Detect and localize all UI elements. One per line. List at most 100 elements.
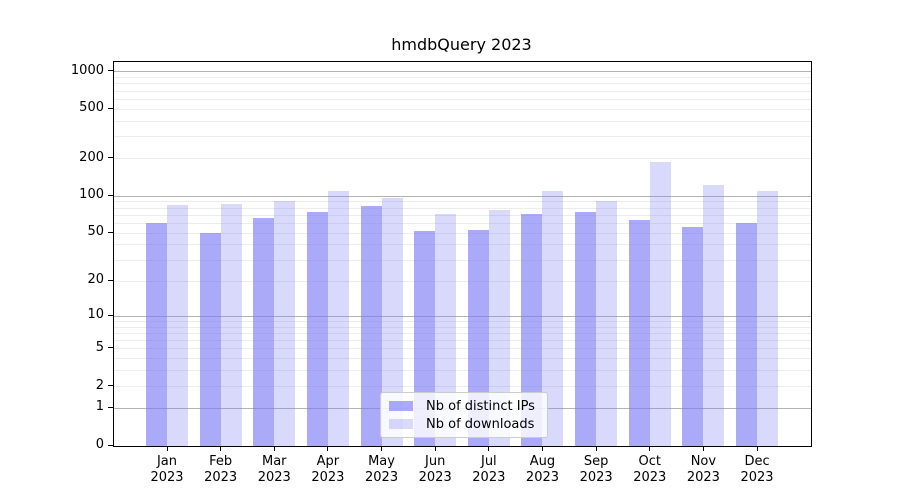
bar-downloads-nov-2023 [703, 185, 725, 446]
legend-row-distinct-ips: Nb of distinct IPs [381, 399, 547, 414]
minor-gridline-500 [114, 108, 811, 110]
minor-gridline-6 [114, 340, 811, 342]
minor-gridline-4 [114, 358, 811, 360]
x-tick-label-nov: Nov 2023 [686, 454, 720, 485]
y-tick-label-1000: 1000 [70, 62, 104, 78]
y-tick-label-5: 5 [95, 339, 104, 355]
y-tick-label-100: 100 [79, 187, 104, 203]
x-tick-mark-apr [327, 446, 329, 451]
y-tick-mark-1000 [108, 70, 113, 72]
y-tick-label-1: 1 [95, 399, 104, 415]
x-tick-label-jan: Jan 2023 [150, 454, 184, 485]
y-tick-mark-2 [108, 385, 113, 386]
bar-distinct-ips-dec-2023 [736, 223, 758, 446]
bar-distinct-ips-sep-2023 [575, 212, 597, 446]
bar-downloads-mar-2023 [274, 201, 296, 446]
major-gridline-1000 [114, 71, 811, 73]
minor-gridline-30 [114, 259, 811, 261]
legend-swatch-distinct-ips [389, 401, 413, 411]
bar-downloads-jul-2023 [488, 210, 510, 446]
minor-gridline-5 [114, 348, 811, 350]
minor-gridline-900 [114, 77, 811, 79]
legend-row-downloads: Nb of downloads [381, 417, 547, 432]
x-tick-label-dec: Dec 2023 [740, 454, 774, 485]
minor-gridline-9 [114, 320, 811, 322]
minor-gridline-7 [114, 332, 811, 334]
x-tick-mark-jun [434, 446, 436, 451]
bar-distinct-ips-nov-2023 [682, 227, 704, 446]
minor-gridline-700 [114, 90, 811, 92]
bar-downloads-may-2023 [381, 198, 403, 446]
x-tick-mark-aug [541, 446, 543, 451]
y-tick-label-10: 10 [87, 307, 104, 323]
x-tick-mark-dec [756, 446, 758, 451]
x-tick-label-oct: Oct 2023 [633, 454, 667, 485]
y-tick-mark-100 [108, 194, 113, 196]
bar-downloads-aug-2023 [542, 190, 564, 446]
bar-downloads-apr-2023 [327, 190, 349, 446]
y-tick-label-20: 20 [87, 272, 104, 288]
bar-distinct-ips-aug-2023 [521, 214, 543, 446]
y-tick-label-500: 500 [79, 100, 104, 116]
x-tick-mark-feb [220, 446, 222, 451]
y-tick-mark-500 [108, 107, 113, 109]
bar-distinct-ips-jul-2023 [467, 229, 489, 446]
bar-distinct-ips-feb-2023 [199, 233, 221, 446]
bar-downloads-dec-2023 [757, 190, 779, 446]
minor-gridline-40 [114, 244, 811, 246]
x-tick-mark-jul [488, 446, 490, 451]
plot-area: Nb of distinct IPs Nb of downloads [113, 61, 812, 447]
legend-label-downloads: Nb of downloads [426, 416, 535, 432]
x-tick-mark-nov [702, 446, 704, 451]
legend-swatch-downloads [389, 419, 413, 429]
y-tick-mark-5 [108, 347, 113, 349]
x-tick-label-sep: Sep 2023 [579, 454, 613, 485]
minor-gridline-20 [114, 280, 811, 282]
x-tick-label-aug: Aug 2023 [525, 454, 560, 485]
bar-distinct-ips-oct-2023 [628, 219, 650, 446]
y-tick-label-50: 50 [87, 224, 104, 240]
minor-gridline-80 [114, 207, 811, 209]
legend: Nb of distinct IPs Nb of downloads [380, 392, 548, 438]
x-tick-label-mar: Mar 2023 [257, 454, 291, 485]
bar-distinct-ips-jan-2023 [146, 223, 167, 446]
chart-title: hmdbQuery 2023 [391, 35, 532, 54]
minor-gridline-400 [114, 120, 811, 122]
major-gridline-100 [114, 195, 811, 197]
bars-layer [114, 62, 811, 446]
y-tick-label-2: 2 [95, 377, 104, 393]
y-tick-mark-1 [108, 406, 113, 408]
bar-downloads-sep-2023 [596, 201, 618, 446]
y-tick-mark-50 [108, 231, 113, 233]
y-tick-mark-10 [108, 314, 113, 316]
bar-downloads-feb-2023 [220, 203, 242, 446]
y-tick-mark-200 [108, 157, 113, 159]
gridlines-layer [114, 62, 811, 446]
x-tick-mark-mar [273, 446, 275, 451]
x-tick-mark-oct [649, 446, 651, 451]
x-tick-mark-sep [595, 446, 597, 451]
minor-gridline-2 [114, 386, 811, 387]
y-tick-label-200: 200 [79, 149, 104, 165]
x-tick-label-jul: Jul 2023 [472, 454, 506, 485]
y-tick-mark-20 [108, 279, 113, 281]
x-tick-mark-jan [166, 446, 168, 451]
bar-distinct-ips-mar-2023 [253, 218, 275, 446]
minor-gridline-60 [114, 222, 811, 224]
minor-gridline-90 [114, 201, 811, 203]
bar-distinct-ips-may-2023 [360, 206, 382, 446]
y-tick-mark-0 [108, 444, 113, 446]
x-tick-label-may: May 2023 [365, 454, 399, 485]
minor-gridline-70 [114, 214, 811, 216]
minor-gridline-3 [114, 370, 811, 372]
minor-gridline-600 [114, 98, 811, 100]
minor-gridline-300 [114, 136, 811, 138]
minor-gridline-8 [114, 326, 811, 328]
x-tick-label-jun: Jun 2023 [418, 454, 452, 485]
bar-downloads-jun-2023 [435, 213, 457, 446]
bar-distinct-ips-apr-2023 [306, 212, 328, 446]
major-gridline-10 [114, 315, 811, 317]
bar-downloads-oct-2023 [649, 161, 671, 446]
minor-gridline-50 [114, 232, 811, 234]
